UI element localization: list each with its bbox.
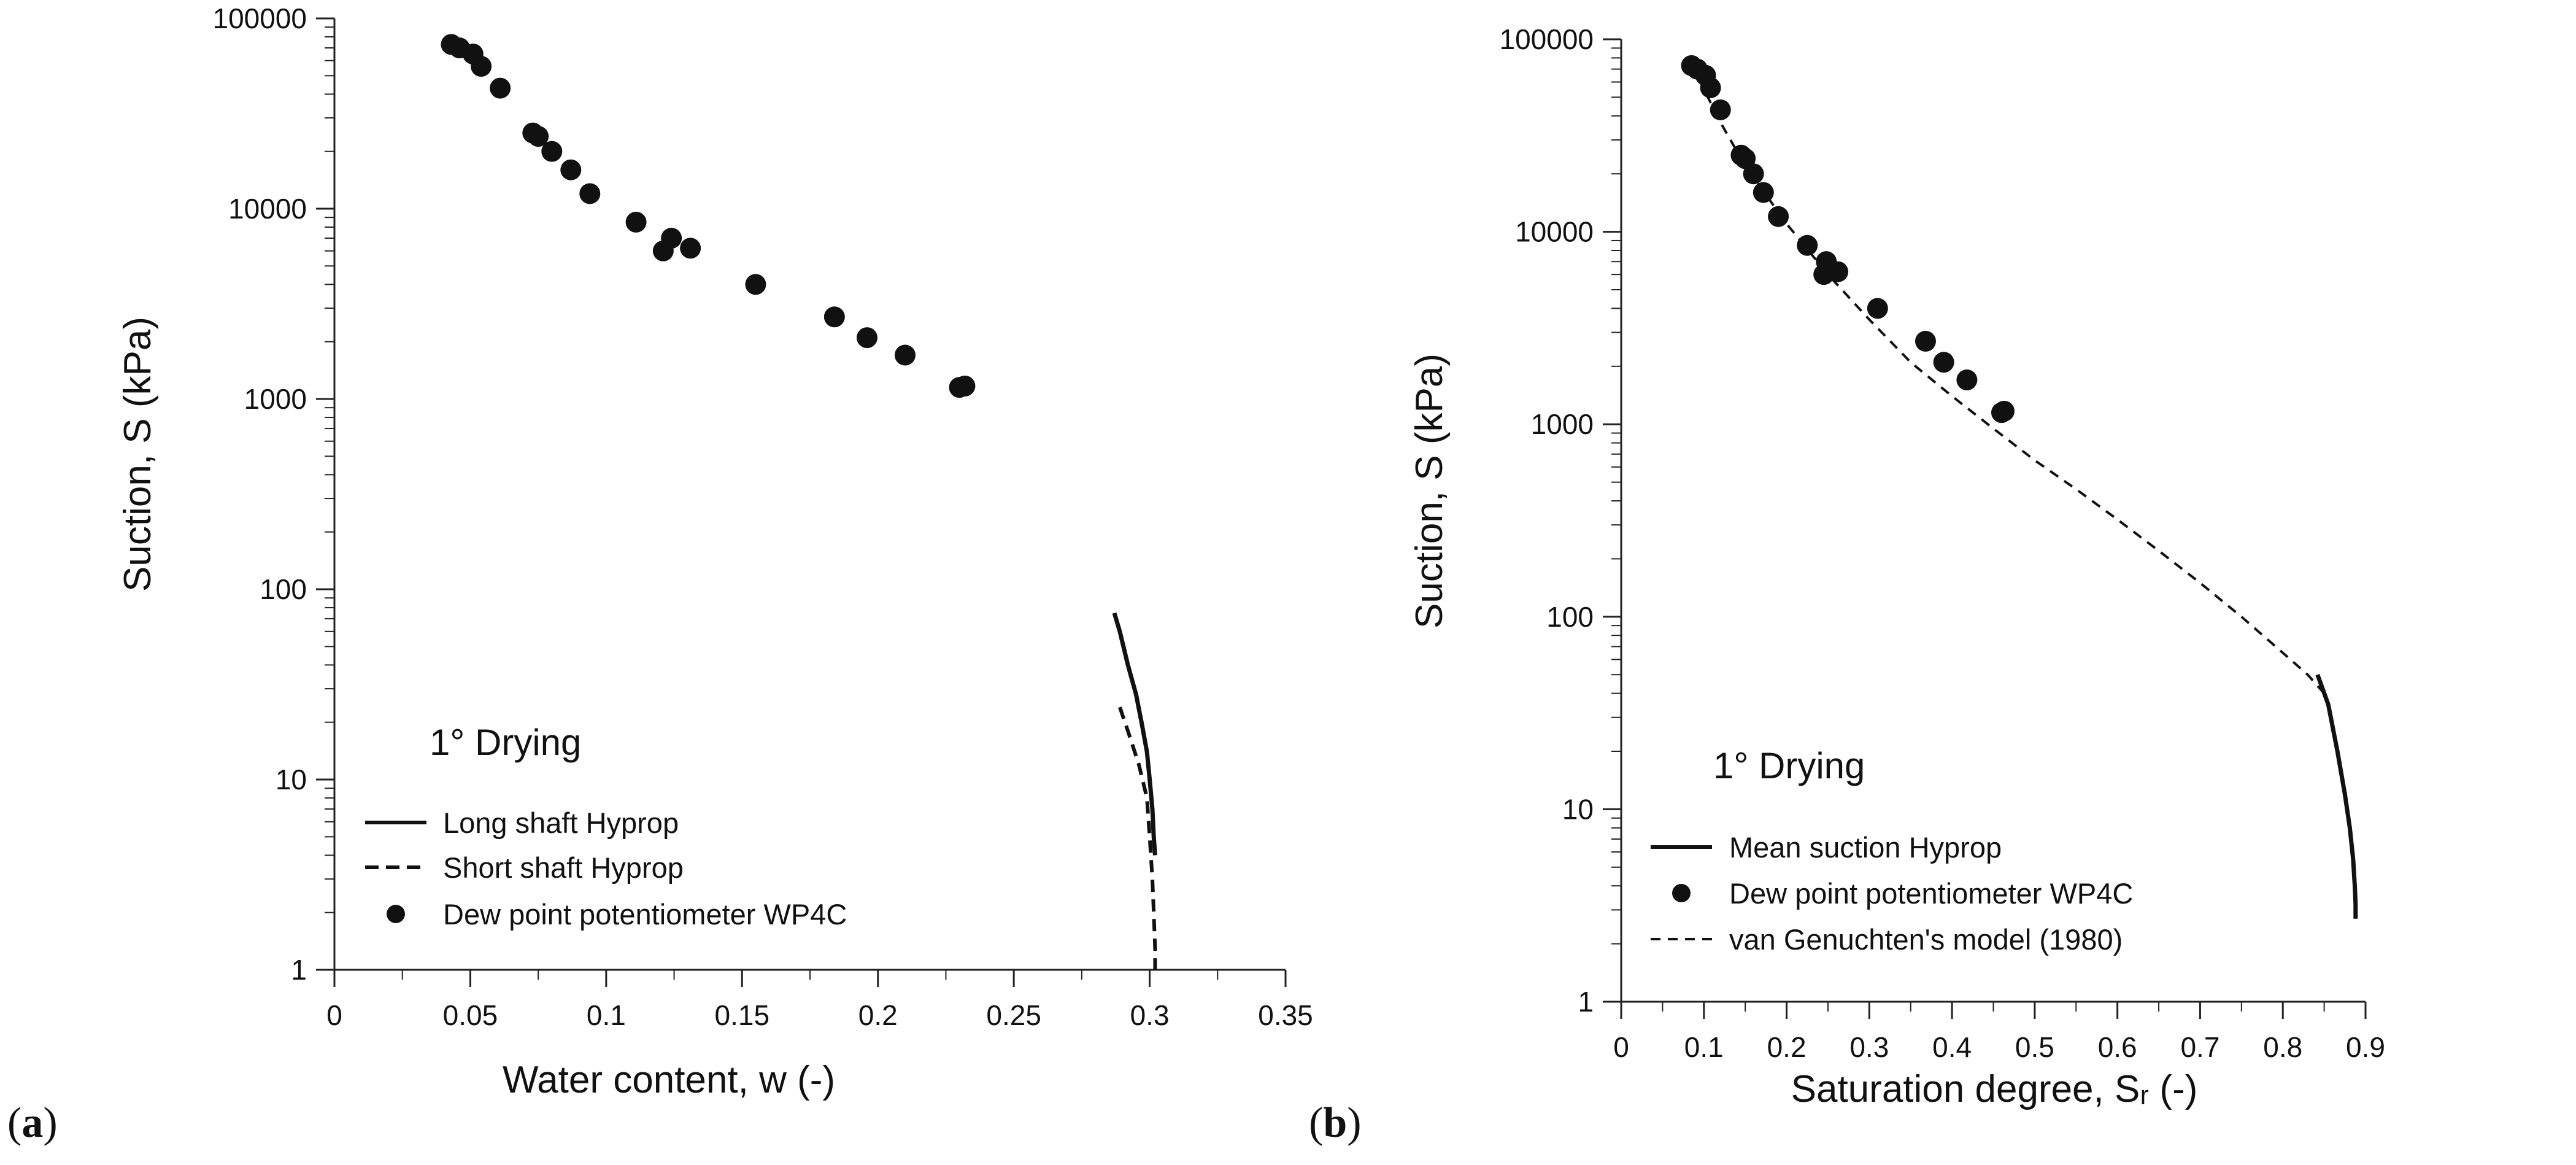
legend-label-short-shaft: Short shaft Hyprop xyxy=(443,851,684,884)
y-tick-label: 10 xyxy=(276,764,307,795)
x-tick-label: 0.2 xyxy=(858,999,898,1031)
x-tick-label: 0.5 xyxy=(2015,1031,2054,1063)
data-point-dew-point-potentiometer-wp4c xyxy=(528,126,549,147)
data-point-dew-point-potentiometer-wp4c xyxy=(823,306,845,328)
panel-b-chart: 0 0.1 0.2 0.3 0.4 0.5 0.6 0.7 0.8 0.9 1 10 100 1000 10… xyxy=(1309,23,2385,1147)
series-line-mean-suction-hyprop xyxy=(2315,674,2358,919)
y-tick-label: 1 xyxy=(291,954,307,986)
x-tick-label: 0.8 xyxy=(2263,1031,2302,1063)
data-point-dew-point-potentiometer-wp4c xyxy=(1797,234,1818,256)
y-tick-label: 1000 xyxy=(1531,408,1594,440)
data-point-dew-point-potentiometer-wp4c xyxy=(1867,298,1888,319)
x-tick-label: 0.1 xyxy=(587,999,626,1031)
panel-b-legend: Mean suction Hyprop Dew point potentiome… xyxy=(1651,831,2133,956)
y-tick-label: 100 xyxy=(1546,601,1594,633)
data-point-dew-point-potentiometer-wp4c xyxy=(1768,206,1789,227)
panel-b-x-axis-title: Saturation degree, Sᵣ (-) xyxy=(1791,1068,2198,1110)
data-point-dew-point-potentiometer-wp4c xyxy=(857,327,877,349)
legend-label-dew-point: Dew point potentiometer WP4C xyxy=(443,898,847,931)
data-point-dew-point-potentiometer-wp4c xyxy=(541,141,563,162)
panel-a-series xyxy=(441,34,1157,970)
x-tick-label: 0.4 xyxy=(1932,1031,1972,1063)
data-point-dew-point-potentiometer-wp4c xyxy=(471,56,492,77)
data-point-dew-point-potentiometer-wp4c xyxy=(1743,163,1764,185)
legend-marker-dew-point xyxy=(387,905,405,923)
panel-a-legend: Long shaft Hyprop Short shaft Hyprop Dew… xyxy=(365,807,847,931)
x-tick-label: 0.3 xyxy=(1130,999,1170,1031)
panel-a-label: (a) xyxy=(7,1099,58,1147)
y-tick-label: 100000 xyxy=(1500,23,1594,55)
data-point-dew-point-potentiometer-wp4c xyxy=(1735,148,1756,169)
legend-label-van-genuchten: van Genuchten's model (1980) xyxy=(1729,923,2123,956)
y-tick-label: 10 xyxy=(1562,793,1594,825)
y-tick-label: 10000 xyxy=(1515,216,1594,248)
series-line-van-genuchten-s-model-1980 xyxy=(1690,63,2326,694)
series-line-short-shaft-hyprop xyxy=(1118,706,1157,970)
data-point-dew-point-potentiometer-wp4c xyxy=(1933,352,1954,373)
x-tick-label: 0.05 xyxy=(443,999,498,1031)
panel-b-y-axis-title: Suction, S (kPa) xyxy=(1408,354,1451,629)
x-tick-label: 0 xyxy=(326,999,342,1031)
data-point-dew-point-potentiometer-wp4c xyxy=(579,183,601,204)
panel-a-x-axis-title: Water content, w (-) xyxy=(503,1059,835,1101)
data-point-dew-point-potentiometer-wp4c xyxy=(625,211,647,233)
data-point-dew-point-potentiometer-wp4c xyxy=(680,238,701,259)
data-point-dew-point-potentiometer-wp4c xyxy=(1700,77,1721,98)
series-line-long-shaft-hyprop xyxy=(1112,612,1157,856)
data-point-dew-point-potentiometer-wp4c xyxy=(1956,369,1978,390)
panel-a-ticks: 0 0.05 0.1 0.15 0.2 0.25 0.3 0.35 1 10 100 1000 1000… xyxy=(213,2,1313,1031)
y-tick-label: 100000 xyxy=(213,2,307,34)
data-point-dew-point-potentiometer-wp4c xyxy=(560,159,582,180)
x-tick-label: 0.7 xyxy=(2180,1031,2219,1063)
panel-b-label: (b) xyxy=(1309,1099,1362,1147)
data-point-dew-point-potentiometer-wp4c xyxy=(745,274,766,295)
x-tick-label: 0.3 xyxy=(1849,1031,1889,1063)
panel-a-y-axis-title: Suction, S (kPa) xyxy=(117,317,159,592)
panel-b-annotation: 1° Drying xyxy=(1713,745,1865,786)
x-tick-label: 0.25 xyxy=(986,999,1041,1031)
y-tick-label: 10000 xyxy=(228,193,307,225)
x-tick-label: 0.35 xyxy=(1258,999,1313,1031)
legend-label-mean-suction: Mean suction Hyprop xyxy=(1729,831,2002,864)
y-tick-label: 100 xyxy=(260,573,307,605)
data-point-dew-point-potentiometer-wp4c xyxy=(1994,400,2015,422)
y-tick-label: 1000 xyxy=(244,383,307,415)
data-point-dew-point-potentiometer-wp4c xyxy=(1915,330,1936,352)
data-point-dew-point-potentiometer-wp4c xyxy=(1710,99,1731,120)
x-tick-label: 0 xyxy=(1613,1031,1629,1063)
x-tick-label: 0.9 xyxy=(2346,1031,2385,1063)
y-tick-label: 1 xyxy=(1578,986,1594,1018)
x-tick-label: 0.15 xyxy=(715,999,770,1031)
x-tick-label: 0.1 xyxy=(1684,1031,1724,1063)
panel-b-ticks: 0 0.1 0.2 0.3 0.4 0.5 0.6 0.7 0.8 0.9 1 10 100 1000 10… xyxy=(1500,23,2385,1063)
x-tick-label: 0.6 xyxy=(2098,1031,2137,1063)
legend-marker-dew-point-b xyxy=(1672,884,1691,902)
x-tick-label: 0.2 xyxy=(1767,1031,1807,1063)
legend-label-long-shaft: Long shaft Hyprop xyxy=(443,807,679,839)
data-point-dew-point-potentiometer-wp4c xyxy=(954,375,976,397)
data-point-dew-point-potentiometer-wp4c xyxy=(490,77,511,99)
legend-label-dew-point-b: Dew point potentiometer WP4C xyxy=(1729,877,2133,910)
panel-a-chart: 0 0.05 0.1 0.15 0.2 0.25 0.3 0.35 1 10 100 1000 1000… xyxy=(7,2,1313,1147)
data-point-dew-point-potentiometer-wp4c xyxy=(1827,261,1849,282)
data-point-dew-point-potentiometer-wp4c xyxy=(661,228,682,249)
panel-b-series xyxy=(1681,55,2358,919)
data-point-dew-point-potentiometer-wp4c xyxy=(895,344,916,366)
panel-a-annotation: 1° Drying xyxy=(430,722,581,763)
